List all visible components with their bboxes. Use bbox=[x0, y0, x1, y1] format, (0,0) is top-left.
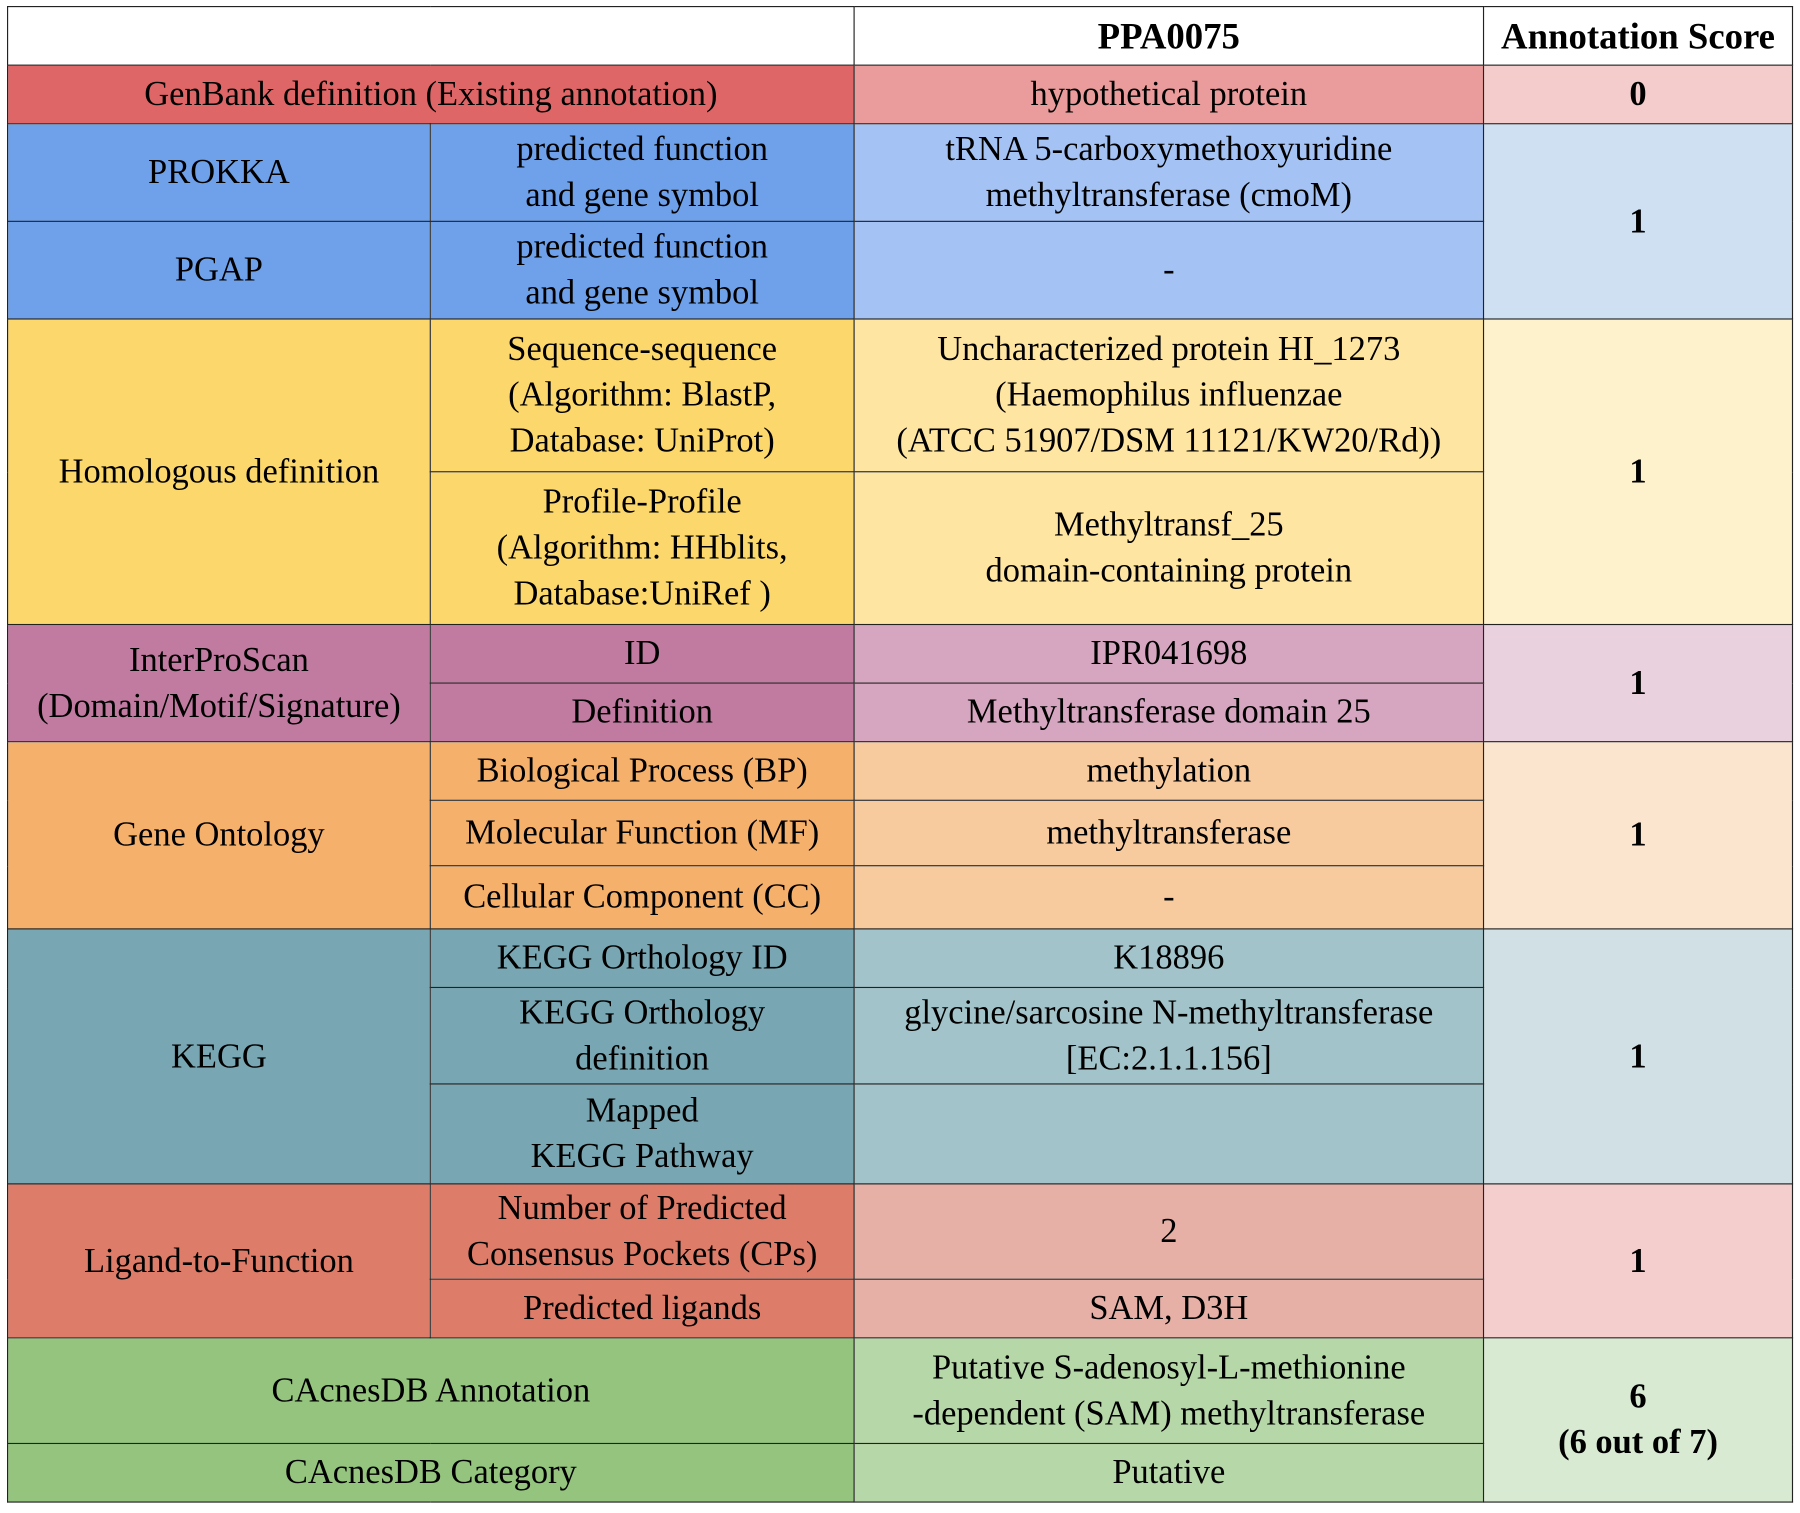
cacnes-annotation-value: Putative S-adenosyl-L-methionine -depend… bbox=[853, 1337, 1485, 1445]
prokka-sublabel: predicted function and gene symbol bbox=[429, 123, 855, 222]
genbank-value: hypothetical protein bbox=[853, 64, 1485, 125]
annotation-table-container: PPA0075 Annotation Score GenBank definit… bbox=[6, 5, 1794, 1503]
pgap-label: PGAP bbox=[6, 220, 431, 320]
interpro-score: 1 bbox=[1482, 623, 1794, 743]
kegg-definition-row: KEGG Orthology definition glycine/sarcos… bbox=[8, 986, 1793, 1085]
go-label: Gene Ontology bbox=[6, 741, 431, 930]
interpro-id-row: InterProScan (Domain/Motif/Signature) ID… bbox=[6, 623, 1794, 743]
prokka-pgap-score: 1 bbox=[1482, 123, 1794, 320]
genbank-score: 0 bbox=[1482, 64, 1794, 125]
annotation-table: PPA0075 Annotation Score GenBank definit… bbox=[6, 5, 1794, 1503]
ligand-predicted-label: Predicted ligands bbox=[429, 1278, 855, 1339]
homologous-score: 1 bbox=[1482, 318, 1794, 626]
kegg-id-value: K18896 bbox=[853, 928, 1485, 989]
ligand-cp-label: Number of Predicted Consensus Pockets (C… bbox=[429, 1183, 855, 1280]
go-mf-value: methyltransferase activity bbox=[1046, 813, 1292, 852]
ligand-cp-value: 2 bbox=[853, 1183, 1485, 1280]
go-score: 1 bbox=[1482, 741, 1794, 930]
pgap-sublabel: predicted function and gene symbol bbox=[429, 220, 855, 320]
prokka-row: PROKKA predicted function and gene symbo… bbox=[6, 123, 1794, 320]
kegg-id-row: KEGG KEGG Orthology ID K18896 1 bbox=[6, 928, 1794, 1185]
go-cc-row: Cellular Component (CC) - bbox=[8, 865, 1793, 930]
cacnes-category-value: Putative bbox=[853, 1442, 1485, 1503]
header-empty-cell bbox=[6, 5, 855, 66]
interpro-label: InterProScan (Domain/Motif/Signature) bbox=[6, 623, 431, 743]
pgap-row: PGAP predicted function and gene symbol … bbox=[6, 220, 1793, 320]
ligand-score: 1 bbox=[1482, 1183, 1794, 1339]
cacnes-category-row: CAcnesDB Category Putative bbox=[6, 1442, 1793, 1503]
go-bp-label: Biological Process (BP) bbox=[429, 741, 855, 801]
kegg-pathway-label: Mapped KEGG Pathway bbox=[429, 1083, 855, 1185]
ligand-predicted-row: Predicted ligands SAM, D3H bbox=[8, 1278, 1793, 1339]
genbank-row: GenBank definition (Existing annotation)… bbox=[6, 64, 1794, 125]
go-mf-label: Molecular Function (MF) bbox=[429, 799, 855, 867]
homologous-profile-value: Methyltransf_25 domain-containing protei… bbox=[853, 471, 1485, 626]
kegg-id-label: KEGG Orthology ID bbox=[429, 928, 855, 989]
homologous-seq-label: Sequence-sequence (Algorithm: BlastP, Da… bbox=[429, 318, 855, 473]
ligand-cp-row: Ligand-to-Function Number of Predicted C… bbox=[6, 1183, 1794, 1339]
go-cc-value: - bbox=[853, 865, 1485, 930]
go-mf-cell: methyltransferase activity bbox=[853, 799, 1485, 867]
cacnes-annotation-label: CAcnesDB Annotation bbox=[6, 1337, 855, 1445]
homologous-label: Homologous definition bbox=[6, 318, 431, 626]
pgap-value: - bbox=[853, 220, 1485, 320]
kegg-definition-label: KEGG Orthology definition bbox=[429, 986, 855, 1085]
interpro-definition-label: Definition bbox=[429, 682, 855, 743]
interpro-id-label: ID bbox=[429, 623, 855, 684]
homologous-seq-row: Homologous definition Sequence-sequence … bbox=[6, 318, 1794, 626]
cacnes-score: 6 (6 out of 7) bbox=[1482, 1337, 1794, 1503]
cacnes-annotation-row: CAcnesDB Annotation Putative S-adenosyl-… bbox=[6, 1337, 1794, 1503]
prokka-label: PROKKA bbox=[6, 123, 431, 222]
interpro-definition-value: Methyltransferase domain 25 bbox=[853, 682, 1485, 743]
kegg-pathway-value bbox=[853, 1083, 1485, 1185]
homologous-profile-row: Profile-Profile (Algorithm: HHblits, Dat… bbox=[8, 471, 1793, 626]
homologous-profile-label: Profile-Profile (Algorithm: HHblits, Dat… bbox=[429, 471, 855, 626]
kegg-definition-value: glycine/sarcosine N-methyltransferase [E… bbox=[853, 986, 1485, 1085]
go-cc-label: Cellular Component (CC) bbox=[429, 865, 855, 930]
cacnes-category-label: CAcnesDB Category bbox=[6, 1442, 855, 1503]
interpro-definition-row: Definition Methyltransferase domain 25 bbox=[8, 682, 1793, 743]
header-annotation-score: Annotation Score bbox=[1482, 5, 1794, 66]
kegg-label: KEGG bbox=[6, 928, 431, 1185]
go-bp-row: Gene Ontology Biological Process (BP) me… bbox=[6, 741, 1794, 930]
header-row: PPA0075 Annotation Score bbox=[6, 5, 1794, 66]
interpro-id-value: IPR041698 bbox=[853, 623, 1485, 684]
kegg-pathway-row: Mapped KEGG Pathway bbox=[8, 1083, 1793, 1185]
header-gene-id: PPA0075 bbox=[853, 5, 1485, 66]
go-mf-row: Molecular Function (MF) methyltransferas… bbox=[8, 799, 1793, 867]
homologous-seq-value: Uncharacterized protein HI_1273 (Haemoph… bbox=[853, 318, 1485, 473]
prokka-value: tRNA 5-carboxymethoxyuridine methyltrans… bbox=[853, 123, 1485, 222]
go-bp-value: methylation bbox=[853, 741, 1485, 801]
ligand-predicted-value: SAM, D3H bbox=[853, 1278, 1485, 1339]
kegg-score: 1 bbox=[1482, 928, 1794, 1185]
genbank-label: GenBank definition (Existing annotation) bbox=[6, 64, 855, 125]
ligand-label: Ligand-to-Function bbox=[6, 1183, 431, 1339]
